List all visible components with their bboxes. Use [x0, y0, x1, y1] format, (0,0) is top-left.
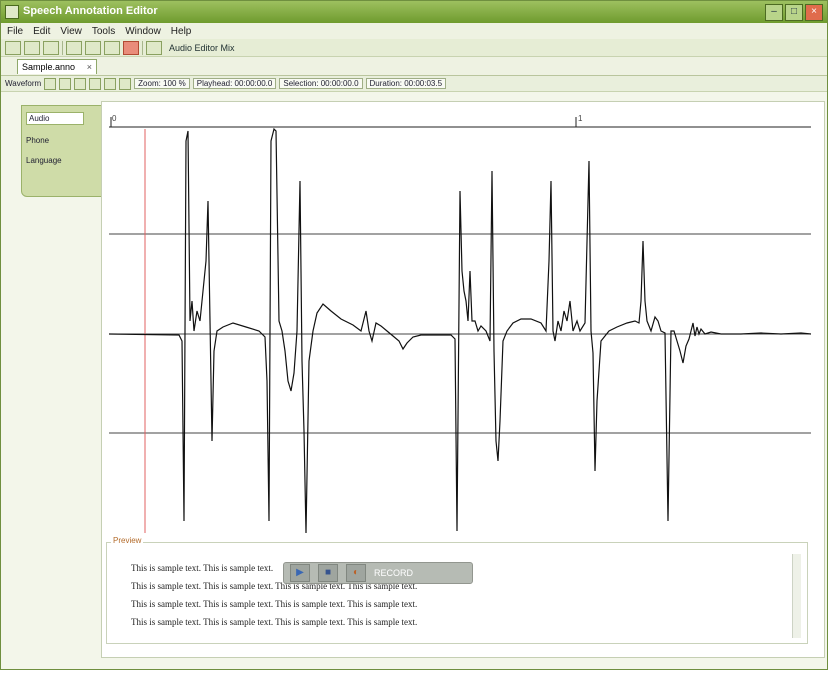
document-tab[interactable]: Sample.anno × — [17, 59, 97, 74]
copy-icon[interactable] — [85, 40, 101, 55]
preview-line: This is sample text. This is sample text… — [131, 599, 418, 609]
menu-bar: File Edit View Tools Window Help — [1, 23, 827, 39]
zoom-in-icon[interactable] — [104, 77, 117, 90]
preview-line: This is sample text. This is sample text… — [131, 563, 274, 573]
menu-help[interactable]: Help — [170, 25, 192, 37]
main-toolbar: Audio Editor Mix — [1, 39, 827, 57]
menu-window[interactable]: Window — [125, 25, 161, 37]
loop-icon[interactable] — [89, 77, 102, 90]
mode-icon[interactable] — [146, 40, 162, 55]
editor-toolbar: Waveform Zoom: 100 % Playhead: 00:00:00.… — [1, 76, 827, 92]
play-button[interactable]: ▶ — [290, 564, 310, 582]
document-tab-label: Sample.anno — [22, 62, 76, 72]
editor-toolbar-label: Waveform — [5, 79, 42, 88]
app-icon — [5, 5, 19, 19]
save-icon[interactable] — [43, 40, 59, 55]
stop-icon[interactable] — [74, 77, 87, 90]
minimize-button[interactable]: – — [765, 4, 783, 21]
separator — [62, 40, 63, 55]
play-icon[interactable] — [59, 77, 72, 90]
maximize-button[interactable]: □ — [785, 4, 803, 21]
new-icon[interactable] — [5, 40, 21, 55]
close-tab-icon[interactable]: × — [86, 62, 92, 72]
menu-file[interactable]: File — [7, 25, 24, 37]
ruler-label-mid: 1 — [578, 114, 583, 123]
document-tab-bar: Sample.anno × — [1, 57, 827, 76]
record-label[interactable]: RECORD — [374, 568, 414, 578]
preview-scrollbar[interactable] — [792, 554, 801, 638]
side-nav-language[interactable]: Language — [26, 156, 62, 165]
duration-field[interactable]: Duration: 00:00:03.5 — [365, 78, 447, 89]
zoom-out-icon[interactable] — [119, 77, 132, 90]
delete-icon[interactable] — [123, 40, 139, 55]
menu-view[interactable]: View — [60, 25, 82, 37]
playback-controls: ▶ ■ ◐ RECORD — [283, 562, 473, 584]
mode-dropdown[interactable]: Audio Editor Mix — [169, 42, 235, 53]
preview-title: Preview — [111, 536, 144, 545]
rewind-icon[interactable] — [44, 77, 57, 90]
preview-line: This is sample text. This is sample text… — [131, 617, 418, 627]
window-controls: – □ × — [765, 4, 823, 21]
menu-edit[interactable]: Edit — [33, 25, 51, 37]
preview-panel — [106, 542, 808, 644]
open-icon[interactable] — [24, 40, 40, 55]
side-nav-audio[interactable]: Audio — [26, 112, 84, 125]
playhead-field[interactable]: Playhead: 00:00:00.0 — [192, 78, 277, 89]
side-nav-phone[interactable]: Phone — [26, 136, 50, 145]
close-button[interactable]: × — [805, 4, 823, 21]
separator — [142, 40, 143, 55]
title-bar: Speech Annotation Editor – □ × — [1, 1, 827, 23]
menu-tools[interactable]: Tools — [91, 25, 116, 37]
cut-icon[interactable] — [66, 40, 82, 55]
preview-line: This is sample text. This is sample text… — [131, 581, 418, 591]
microphone-button[interactable]: ◐ — [346, 564, 366, 582]
side-nav-panel: Audio Phone Language — [21, 105, 103, 197]
stop-button[interactable]: ■ — [318, 564, 338, 582]
window-title: Speech Annotation Editor — [23, 5, 158, 17]
zoom-field[interactable]: Zoom: 100 % — [134, 78, 190, 89]
paste-icon[interactable] — [104, 40, 120, 55]
selection-field[interactable]: Selection: 00:00:00.0 — [279, 78, 363, 89]
ruler-label-start: 0 — [112, 114, 117, 123]
